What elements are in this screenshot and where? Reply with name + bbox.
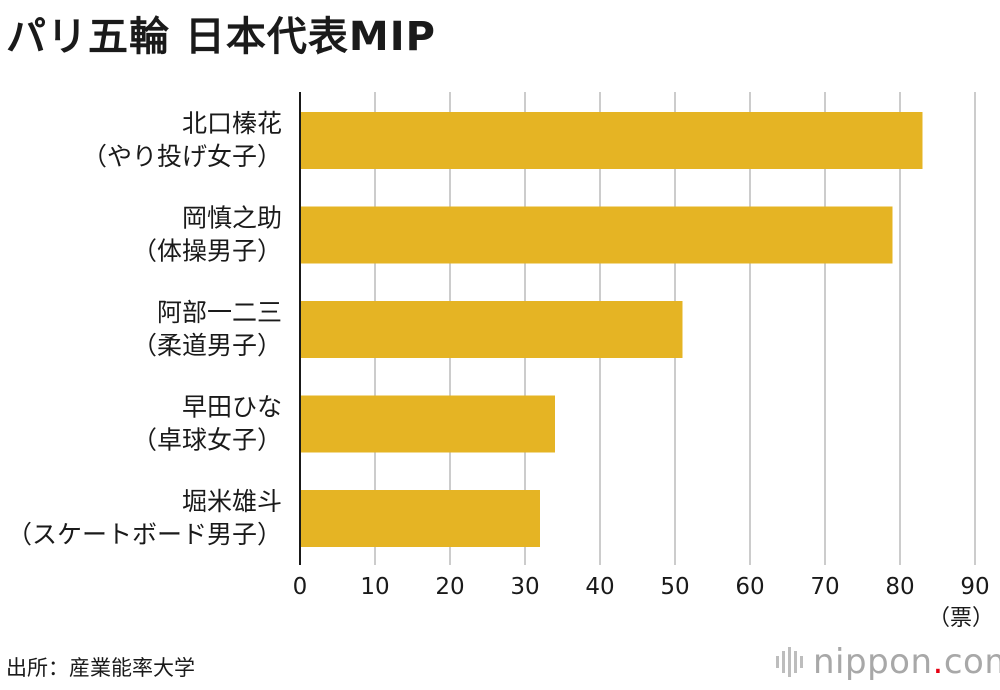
nippon-logo: nippon.com xyxy=(776,642,1000,682)
category-name-label: 堀米雄斗 xyxy=(182,487,282,516)
category-sub-label: （やり投げ女子） xyxy=(82,142,282,171)
x-tick-label: 30 xyxy=(510,574,539,600)
bar xyxy=(300,301,683,358)
logo-dot: . xyxy=(932,642,944,682)
category-labels: 北口榛花 （やり投げ女子） 岡慎之助 （体操男子） 阿部一二三 （柔道男子） 早田ひな （卓球… xyxy=(7,109,282,549)
x-tick-label: 50 xyxy=(660,574,689,600)
logo-name: nippon xyxy=(813,642,933,682)
bar xyxy=(300,206,893,264)
category-sub-label: （卓球女子） xyxy=(132,426,282,455)
x-tick-label: 70 xyxy=(810,574,839,600)
x-tick-label: 20 xyxy=(435,574,464,600)
x-tick-label: 80 xyxy=(885,574,914,600)
category-sub-label: （体操男子） xyxy=(132,237,282,266)
source-note: 出所：産業能率大学 xyxy=(6,656,195,680)
category-sub-label: （スケートボード男子） xyxy=(7,520,282,549)
logo-text: nippon.com xyxy=(813,642,1000,682)
bar xyxy=(300,112,923,169)
x-tick-label: 40 xyxy=(585,574,614,600)
category-name-label: 岡慎之助 xyxy=(182,204,282,233)
logo-suffix: com xyxy=(943,642,1000,682)
category-name-label: 早田ひな xyxy=(182,393,282,422)
x-tick-label: 90 xyxy=(960,574,989,600)
tick-labels: 0 10 20 30 40 50 60 70 80 90 xyxy=(293,574,990,600)
x-tick-label: 10 xyxy=(360,574,389,600)
bars xyxy=(300,112,923,547)
x-axis-unit-label: （票） xyxy=(928,606,994,631)
chart-title: パリ五輪 日本代表MIP xyxy=(6,14,436,60)
bar xyxy=(300,395,555,453)
category-name-label: 阿部一二三 xyxy=(157,298,282,327)
x-tick-label: 0 xyxy=(293,574,308,600)
logo-bars-icon xyxy=(776,647,803,677)
x-tick-label: 60 xyxy=(735,574,764,600)
category-sub-label: （柔道男子） xyxy=(132,331,282,360)
category-name-label: 北口榛花 xyxy=(182,109,282,138)
bar xyxy=(300,490,540,547)
